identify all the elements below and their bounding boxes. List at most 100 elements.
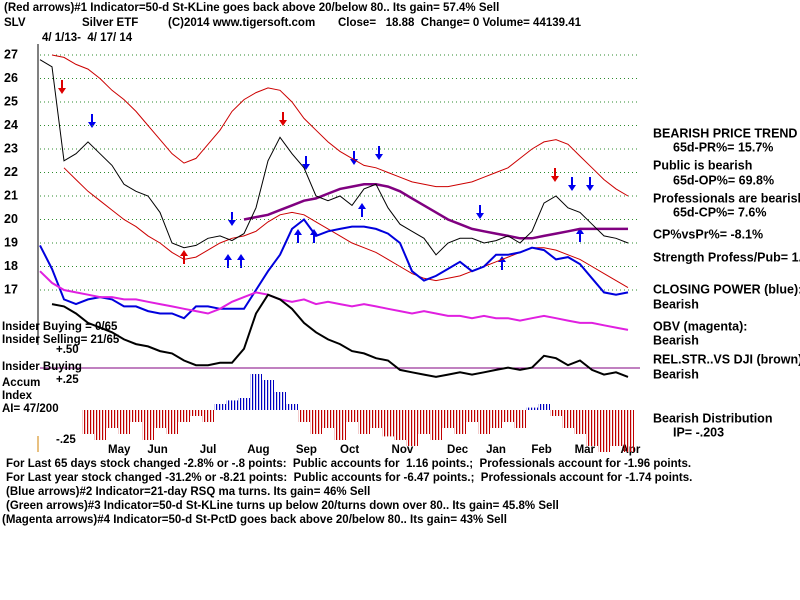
- note: 65d-OP%= 69.8%: [673, 173, 774, 187]
- series-line: [51, 54, 629, 197]
- x-tick-label: Dec: [447, 444, 469, 456]
- x-tick-label: Sep: [296, 444, 317, 456]
- note: BEARISH PRICE TREND: [653, 126, 797, 140]
- note: 65d-CP%= 7.6%: [673, 205, 766, 219]
- y-tick-label: 21: [4, 188, 18, 202]
- y-tick-label: 22: [4, 165, 18, 179]
- accum-bar: [310, 410, 322, 434]
- accum-bar: [502, 410, 514, 422]
- accum-bar: [562, 410, 574, 428]
- note: CP%vsPr%= -8.1%: [653, 227, 763, 241]
- accum-bar: [574, 410, 586, 434]
- x-tick-label: Jul: [200, 444, 217, 456]
- accum-bar: [226, 400, 238, 410]
- accum-bar: [130, 410, 142, 422]
- series-line: [51, 293, 629, 378]
- accum-bar: [430, 410, 442, 440]
- accum-bar: [526, 407, 538, 410]
- note: Public is bearish: [653, 158, 752, 172]
- note: IP= -.203: [673, 425, 724, 439]
- insider-label: Insider Selling= 21/65: [2, 334, 120, 346]
- accum-bar: [154, 410, 166, 428]
- footer-line: (Green arrows)#3 Indicator=50-d St-KLine…: [6, 500, 559, 512]
- note: Strength Profess/Pub= 1.7: [653, 250, 800, 264]
- accum-bar: [394, 410, 406, 440]
- y-tick-label: 24: [4, 118, 18, 132]
- x-tick-label: May: [108, 444, 131, 456]
- note: OBV (magenta):: [653, 319, 747, 333]
- accum-bar: [238, 398, 250, 410]
- y-tick-label: 18: [4, 259, 18, 273]
- copyright: (C)2014 www.tigersoft.com: [168, 17, 315, 29]
- note: Bearish Distribution: [653, 411, 772, 425]
- accum-bar: [286, 404, 298, 410]
- accum-bar: [598, 410, 610, 452]
- accum-bar: [214, 404, 226, 410]
- accum-bar: [478, 410, 490, 434]
- accum-bar: [406, 410, 418, 446]
- accum-bar: [586, 410, 598, 446]
- accum-bar: [514, 410, 526, 428]
- x-tick-label: Aug: [247, 444, 269, 456]
- y-tick-label: 20: [4, 212, 18, 226]
- y-tick-label: 26: [4, 71, 18, 85]
- accum-bar: [202, 410, 214, 422]
- accum-bar: [262, 380, 274, 410]
- ticker: SLV: [4, 17, 26, 29]
- series-line: [243, 183, 628, 240]
- accum-bar: [298, 410, 310, 422]
- accum-bar: [274, 392, 286, 410]
- accum-bar: [622, 410, 634, 452]
- accum-bar: [106, 410, 118, 428]
- y-tick-label: 23: [4, 141, 18, 155]
- note: CLOSING POWER (blue):: [653, 282, 800, 296]
- accum-bar: [442, 410, 454, 428]
- accum-bar: [142, 410, 154, 440]
- note: REL.STR..VS DJI (brown): [653, 352, 800, 366]
- footer-line: (Blue arrows)#2 Indicator=21-day RSQ ma …: [6, 486, 370, 498]
- accum-bar: [550, 410, 562, 416]
- accum-bar: [118, 410, 130, 434]
- accum-bar: [250, 374, 262, 410]
- y-tick-label: -.25: [56, 434, 76, 446]
- accum-bar: [382, 410, 394, 437]
- series-line: [39, 270, 629, 331]
- accum-bar: [178, 410, 190, 422]
- accum-bar: [94, 410, 106, 440]
- x-tick-label: Oct: [340, 444, 359, 456]
- x-tick-label: Jan: [486, 444, 506, 456]
- accum-bar: [334, 410, 346, 440]
- x-tick-label: Nov: [392, 444, 414, 456]
- security-name: Silver ETF: [82, 17, 138, 29]
- note: 65d-PR%= 15.7%: [673, 140, 773, 154]
- accum-bar: [190, 410, 202, 416]
- footer-line: (Magenta arrows)#4 Indicator=50-d St-Pct…: [2, 514, 507, 526]
- insider-label: Accum: [2, 377, 40, 389]
- header-line: (Red arrows)#1 Indicator=50-d St-KLine g…: [4, 2, 499, 14]
- series-line: [39, 218, 629, 320]
- note: Bearish: [653, 297, 699, 311]
- y-tick-label: +.50: [56, 344, 79, 356]
- footer-line: For Last 65 days stock changed -2.8% or …: [6, 458, 691, 470]
- insider-label: AI= 47/200: [2, 403, 59, 415]
- accum-bar: [466, 410, 478, 422]
- quote: Close= 18.88 Change= 0 Volume= 44139.41: [338, 17, 582, 29]
- accum-bar: [490, 410, 502, 428]
- y-tick-label: 17: [4, 282, 18, 296]
- note: Professionals are bearish: [653, 191, 800, 205]
- accum-bar: [454, 410, 466, 434]
- y-tick-label: 27: [4, 47, 18, 61]
- note: Bearish: [653, 333, 699, 347]
- insider-label: Index: [2, 390, 33, 402]
- accum-bar: [346, 410, 358, 422]
- accum-bar: [166, 410, 178, 434]
- accum-bar: [418, 410, 430, 434]
- accum-bar: [82, 410, 94, 434]
- accum-bar: [322, 410, 334, 428]
- accum-bar: [538, 404, 550, 410]
- x-tick-label: Feb: [531, 444, 551, 456]
- series-line: [39, 59, 629, 256]
- y-tick-label: +.25: [56, 374, 79, 386]
- date-range: 4/ 1/13- 4/ 17/ 14: [42, 32, 133, 44]
